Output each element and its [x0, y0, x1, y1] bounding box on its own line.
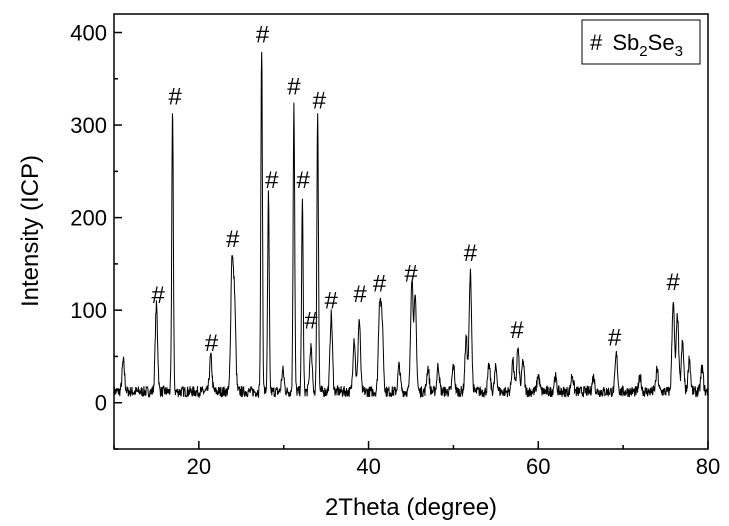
y-tick-label: 100 [70, 298, 107, 323]
peak-marker: # [373, 271, 387, 298]
axis-ticks [113, 31, 709, 450]
legend-symbol: # [590, 30, 603, 55]
peak-marker: # [226, 226, 240, 253]
x-tick-label: 40 [356, 454, 380, 479]
xrd-pattern-line [113, 51, 709, 399]
peak-marker: # [168, 84, 182, 111]
x-tick-label: 20 [187, 454, 211, 479]
peak-marker: # [287, 74, 301, 101]
legend: # Sb2Se3 [581, 19, 701, 65]
peak-markers: ########### # # ### ## [151, 22, 680, 357]
legend-sub-2: 2 [639, 43, 647, 60]
peak-marker: # [353, 281, 367, 308]
peak-marker: # [667, 269, 681, 296]
peak-marker: # [297, 167, 311, 194]
peak-marker: # [151, 282, 165, 309]
legend-se: Se [648, 30, 675, 55]
peak-marker: # [304, 308, 318, 335]
peak-marker: # [404, 260, 418, 287]
x-axis-title: 2Theta (degree) [325, 494, 497, 521]
x-tick-label: 80 [696, 454, 720, 479]
x-tick-label: 60 [526, 454, 550, 479]
peak-marker: # [313, 87, 327, 114]
peak-marker: # [265, 167, 279, 194]
y-tick-label: 400 [70, 21, 107, 46]
tick-labels: 20 40 60 80 0 100 200 300 400 [70, 21, 720, 479]
y-tick-label: 200 [70, 206, 107, 231]
y-tick-label: 0 [95, 391, 107, 416]
legend-sb: Sb [612, 30, 639, 55]
y-axis-title: Intensity (ICP) [17, 155, 44, 307]
peak-marker: # [464, 240, 478, 267]
peak-marker: # [325, 287, 339, 314]
legend-sub-3: 3 [675, 43, 683, 60]
legend-box [581, 19, 701, 65]
peak-marker: # [256, 22, 270, 49]
peak-marker: # [608, 324, 622, 351]
peak-marker: # [510, 317, 524, 344]
legend-text: # Sb2Se3 [590, 30, 683, 60]
plot-frame [113, 13, 709, 450]
peak-marker: # [205, 330, 219, 357]
y-tick-label: 300 [70, 113, 107, 138]
